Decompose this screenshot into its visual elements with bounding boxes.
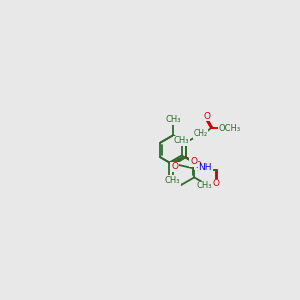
Text: O: O — [194, 160, 202, 169]
Text: CH₂: CH₂ — [199, 164, 213, 173]
Text: NH: NH — [198, 163, 212, 172]
Text: O: O — [204, 112, 211, 121]
Text: CH₃: CH₃ — [164, 176, 180, 184]
Text: O: O — [171, 162, 178, 171]
Text: O: O — [190, 158, 197, 166]
Text: O: O — [212, 179, 219, 188]
Text: CH₃: CH₃ — [165, 116, 181, 124]
Text: CH₃: CH₃ — [196, 182, 212, 190]
Text: CH₃: CH₃ — [174, 136, 189, 145]
Text: CH₂: CH₂ — [194, 129, 208, 138]
Text: OCH₃: OCH₃ — [219, 124, 241, 133]
